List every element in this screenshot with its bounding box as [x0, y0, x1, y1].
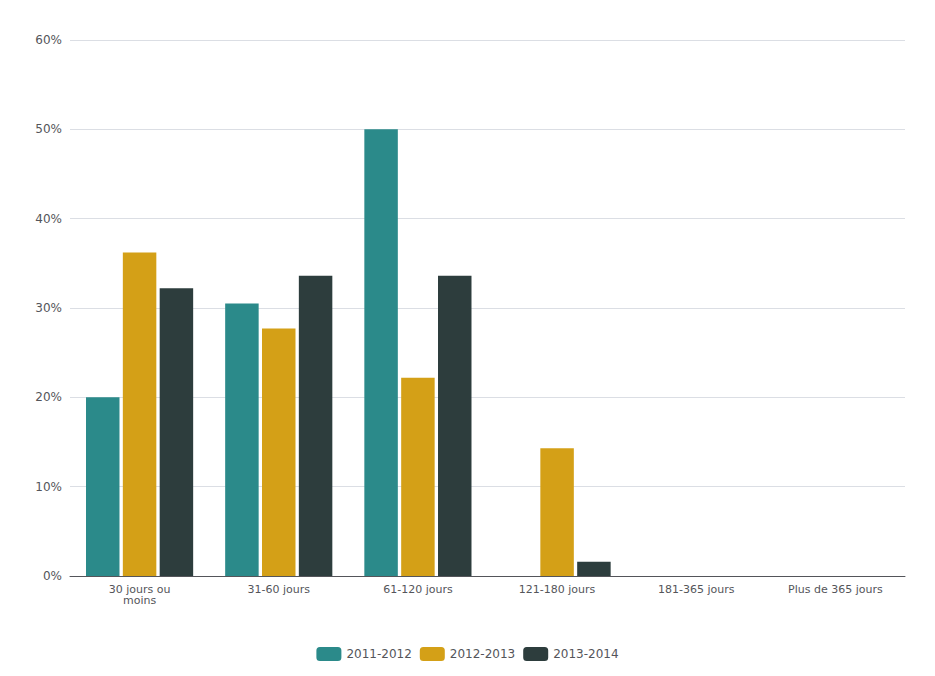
svg-text:181-365 jours: 181-365 jours — [658, 583, 735, 596]
svg-text:30 jours ou: 30 jours ou — [108, 583, 171, 596]
svg-text:40%: 40% — [35, 212, 62, 226]
svg-text:Plus de 365 jours: Plus de 365 jours — [788, 583, 883, 596]
svg-text:moins: moins — [123, 594, 156, 607]
svg-text:2011-2012: 2011-2012 — [346, 647, 411, 661]
svg-text:30%: 30% — [35, 301, 62, 315]
svg-text:10%: 10% — [35, 480, 62, 494]
svg-text:60%: 60% — [35, 33, 62, 47]
svg-text:50%: 50% — [35, 122, 62, 136]
svg-text:0%: 0% — [43, 569, 62, 583]
svg-text:121-180 jours: 121-180 jours — [519, 583, 596, 596]
svg-text:2012-2013: 2012-2013 — [450, 647, 515, 661]
svg-text:20%: 20% — [35, 390, 62, 404]
svg-text:61-120 jours: 61-120 jours — [383, 583, 453, 596]
svg-text:31-60 jours: 31-60 jours — [248, 583, 311, 596]
svg-text:2013-2014: 2013-2014 — [553, 647, 618, 661]
